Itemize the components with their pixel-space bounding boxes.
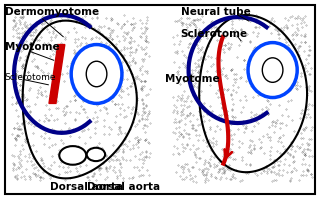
Ellipse shape bbox=[87, 148, 105, 161]
Ellipse shape bbox=[86, 61, 107, 87]
Ellipse shape bbox=[71, 45, 122, 103]
Ellipse shape bbox=[248, 43, 297, 98]
Polygon shape bbox=[49, 45, 65, 103]
Polygon shape bbox=[199, 15, 307, 172]
Text: Dermomyotome: Dermomyotome bbox=[4, 7, 99, 17]
Ellipse shape bbox=[262, 58, 283, 82]
Text: Myotome: Myotome bbox=[4, 42, 59, 53]
Text: Neural tube: Neural tube bbox=[180, 7, 250, 17]
Text: Sclerotome: Sclerotome bbox=[180, 29, 248, 39]
Text: Dorsal aorta: Dorsal aorta bbox=[87, 182, 160, 192]
Ellipse shape bbox=[59, 146, 86, 165]
Text: Sclerotome: Sclerotome bbox=[4, 73, 56, 82]
Polygon shape bbox=[23, 21, 137, 178]
Text: Dorsal aorta: Dorsal aorta bbox=[51, 182, 124, 192]
Text: Myotome: Myotome bbox=[165, 74, 220, 84]
